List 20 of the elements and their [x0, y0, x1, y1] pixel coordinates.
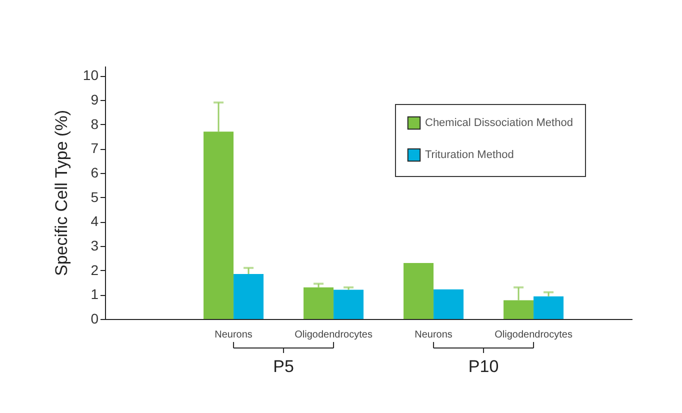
y-tick-label: 0: [90, 310, 99, 326]
legend-label: Chemical Dissociation Method: [425, 117, 573, 129]
y-axis-title: Specific Cell Type (%): [52, 110, 71, 276]
y-tick-label: 2: [90, 262, 99, 278]
x-tick-label: Neurons: [414, 330, 452, 340]
y-tick-label: 4: [90, 213, 99, 230]
x-tick-label: Neurons: [214, 330, 252, 340]
text: P5: [273, 357, 294, 376]
x-tick-label: Oligodendrocytes: [494, 330, 572, 340]
y-tick-label: 10: [82, 67, 99, 84]
x-tick-label: Oligodendrocytes: [294, 330, 372, 340]
y-tick-label: 3: [90, 238, 99, 254]
y-tick-label: 6: [90, 164, 99, 181]
y-tick-label: 5: [90, 188, 99, 205]
y-tick-label: 8: [90, 116, 99, 132]
legend-label: Trituration Method: [425, 149, 514, 161]
y-tick-label: 9: [90, 92, 99, 108]
text: P10: [468, 357, 499, 376]
y-tick-label: 1: [90, 286, 99, 302]
y-tick-label: 7: [90, 140, 99, 156]
